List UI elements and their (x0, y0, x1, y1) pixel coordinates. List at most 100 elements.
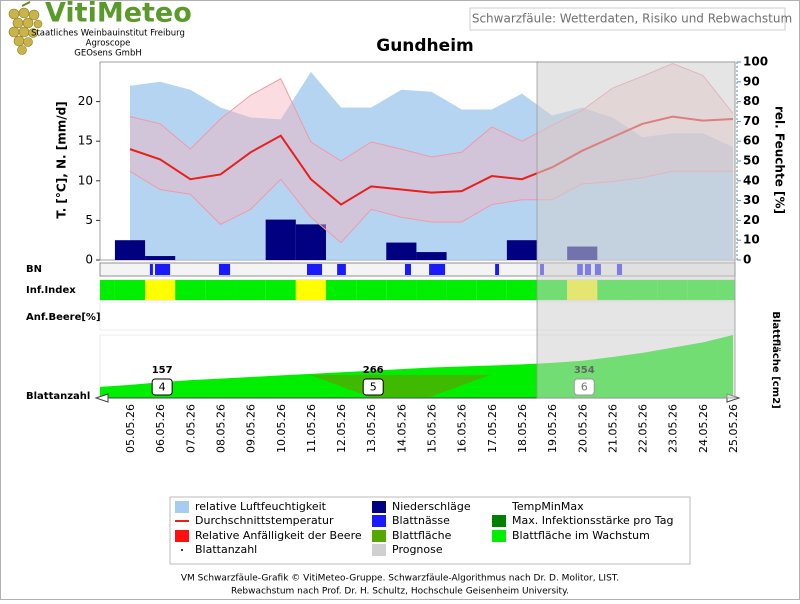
x-tick-label: 15.05.26 (426, 404, 439, 453)
leaf-wetness (306, 264, 323, 275)
logo-line: Staatliches Weinbauinstitut Freiburg (31, 29, 185, 39)
legend-symbol (175, 501, 189, 513)
x-tick-label: 06.05.26 (154, 404, 167, 453)
logo-text: VitiMeteo (45, 0, 192, 29)
leaf-wetness (149, 264, 153, 275)
x-tick-label: 17.05.26 (486, 404, 499, 453)
x-tick-label: 11.05.26 (305, 404, 318, 453)
leaf-count-label: 6 (581, 381, 588, 394)
y2-tick-label: 90 (743, 74, 760, 88)
leaf-count-label: 4 (159, 381, 166, 394)
logo-icon (8, 1, 43, 55)
legend-symbol (372, 530, 386, 542)
inf-cell (235, 280, 266, 300)
row-label: Inf.Index (26, 285, 76, 296)
precip-bar (114, 240, 146, 260)
inf-cell (145, 280, 176, 300)
precip-bar (506, 240, 538, 260)
inf-cell (416, 280, 447, 300)
y2-tick-label: 40 (743, 173, 760, 187)
legend-symbol (372, 515, 386, 527)
y2-tick-label: 80 (743, 94, 760, 108)
y2-tick-label: 70 (743, 114, 760, 128)
leaf-count-box (362, 378, 384, 396)
y-tick-label: 20 (78, 94, 93, 108)
y2-axis-label: rel. Feuchte [%] (773, 106, 787, 214)
legend-symbol (372, 544, 386, 556)
x-tick-label: 23.05.26 (667, 404, 680, 453)
legend-label: Prognose (392, 543, 443, 556)
x-tick-label: 25.05.26 (727, 404, 740, 453)
inf-cell (295, 280, 326, 300)
legend-label: Blattnässe (392, 514, 450, 527)
x-tick-label: 10.05.26 (275, 404, 288, 453)
leaf-area-label: 266 (363, 365, 384, 376)
y2-tick-label: 60 (743, 134, 760, 148)
footer-line: VM Schwarzfäule-Grafik © VitiMeteo-Grupp… (181, 574, 619, 584)
precip-bar (416, 252, 447, 260)
y2-tick-label: 50 (743, 154, 760, 168)
legend-symbol (492, 530, 506, 542)
precip-bar (295, 224, 326, 260)
legend-symbol (492, 515, 506, 527)
legend-label: Durchschnittstemperatur (195, 514, 334, 527)
legend-box (169, 496, 691, 565)
subtitle: Schwarzfäule: Wetterdaten, Risiko und Re… (472, 12, 792, 26)
y2-tick-label: 20 (743, 213, 760, 227)
inf-cell (175, 280, 206, 300)
precip-bar (265, 219, 296, 260)
y-tick-label: 5 (85, 213, 93, 227)
leaf-count-box (573, 378, 595, 396)
legend-label: Blattfläche im Wachstum (512, 529, 650, 542)
temp-band (130, 63, 733, 243)
legend-label: Niederschläge (392, 500, 471, 513)
row-label: BN (26, 264, 42, 275)
y3-axis-label: Blattfläche [cm2] (770, 311, 781, 408)
x-tick-label: 13.05.26 (365, 404, 378, 453)
legend-symbol (175, 530, 189, 542)
precip-bar (145, 256, 176, 260)
subtitle-box (469, 7, 786, 31)
x-axis-arrow (94, 393, 109, 403)
inf-cell (114, 280, 146, 300)
logo-line: GEOsens GmbH (74, 49, 141, 59)
legend-label: relative Luftfeuchtigkeit (195, 500, 327, 513)
x-tick-label: 14.05.26 (395, 404, 408, 453)
legend-label: TempMinMax (511, 500, 584, 513)
y-tick-label: 15 (78, 134, 93, 148)
inf-cell (265, 280, 296, 300)
y2-tick-label: 0 (743, 253, 751, 267)
x-tick-label: 12.05.26 (335, 404, 348, 453)
inf-cell (356, 280, 387, 300)
leaf-wetness (218, 264, 231, 275)
inf-cell (476, 280, 507, 300)
y-axis-label: T. [°C], N. [mm/d] (55, 101, 69, 218)
leaf-wetness (404, 264, 411, 275)
y-tick-label: 10 (78, 173, 93, 187)
x-tick-label: 21.05.26 (606, 404, 619, 453)
x-tick-label: 09.05.26 (245, 404, 258, 453)
forecast-overlay (536, 61, 736, 399)
legend-label: Relative Anfälligkeit der Beere (195, 529, 362, 542)
row-label: Blattanzahl (26, 391, 90, 402)
leaf-wetness (337, 264, 346, 275)
leaf-area-label: 354 (574, 365, 595, 376)
x-tick-label: 08.05.26 (214, 404, 227, 453)
x-tick-label: 22.05.26 (637, 404, 650, 453)
legend-symbol (372, 501, 386, 513)
footer-line: Rebwachstum nach Prof. Dr. H. Schultz, H… (231, 587, 569, 597)
row-label: Anf.Beere[%] (26, 312, 101, 323)
x-tick-label: 24.05.26 (697, 404, 710, 453)
y2-tick-label: 10 (743, 233, 760, 247)
inf-cell (386, 280, 417, 300)
inf-cell (205, 280, 236, 300)
x-tick-label: 18.05.26 (516, 404, 529, 453)
x-tick-label: 19.05.26 (546, 404, 559, 453)
leaf-count-label: 5 (370, 381, 377, 394)
leaf-area-label: 157 (152, 365, 173, 376)
y2-tick-label: 30 (743, 193, 760, 207)
leaf-wetness (495, 264, 500, 275)
legend-symbol (181, 549, 183, 551)
leaf-count-box (151, 378, 173, 396)
